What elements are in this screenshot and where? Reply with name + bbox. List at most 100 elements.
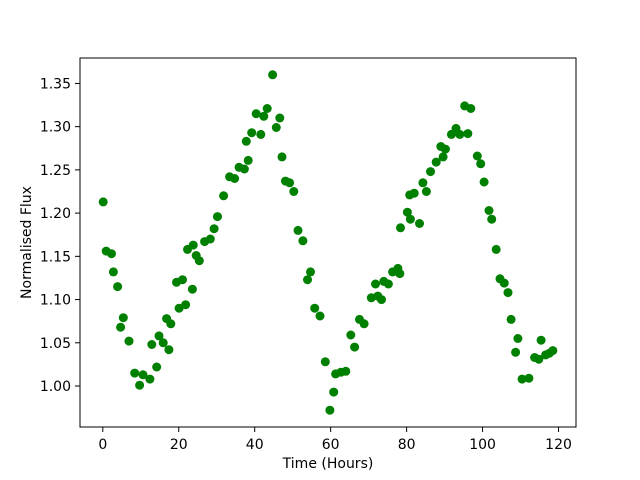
data-point bbox=[230, 174, 240, 183]
y-tick-label: 1.20 bbox=[40, 206, 71, 222]
data-points bbox=[98, 70, 558, 415]
data-point bbox=[158, 338, 168, 348]
data-point bbox=[271, 123, 281, 132]
data-point bbox=[256, 129, 266, 139]
data-point bbox=[513, 334, 523, 343]
data-point bbox=[241, 136, 251, 146]
data-point bbox=[350, 342, 360, 352]
data-point bbox=[341, 366, 351, 376]
data-point bbox=[306, 267, 315, 277]
x-tick-label: 100 bbox=[469, 437, 496, 453]
data-point bbox=[145, 374, 155, 384]
x-tick-label: 40 bbox=[246, 437, 264, 453]
data-point bbox=[181, 300, 191, 310]
data-point bbox=[503, 288, 513, 298]
data-point bbox=[147, 340, 157, 349]
y-tick-label: 1.30 bbox=[40, 120, 71, 136]
y-axis-label: Normalised Flux bbox=[19, 186, 35, 299]
data-point bbox=[329, 387, 339, 397]
data-point bbox=[359, 319, 369, 329]
data-point bbox=[405, 214, 415, 224]
y-tick-label: 1.00 bbox=[40, 379, 71, 395]
data-point bbox=[371, 279, 380, 289]
data-point bbox=[259, 111, 269, 121]
data-point bbox=[98, 197, 108, 207]
data-point bbox=[268, 70, 278, 80]
y-tick-label: 1.05 bbox=[40, 336, 71, 352]
data-point bbox=[484, 206, 494, 215]
data-point bbox=[463, 129, 473, 139]
data-point bbox=[548, 346, 558, 356]
data-point bbox=[402, 207, 412, 217]
data-point bbox=[107, 249, 116, 259]
data-point bbox=[315, 311, 325, 321]
data-point bbox=[511, 347, 521, 357]
data-point bbox=[303, 275, 312, 285]
data-point bbox=[188, 240, 198, 250]
data-point bbox=[395, 269, 405, 279]
axis-ticks: 0 20 40 60 80 100 120 1.00 1.05 1.10 1.15 1.20 1.25 1… bbox=[40, 76, 572, 453]
data-point bbox=[113, 282, 123, 292]
axes-frame bbox=[79, 57, 577, 428]
data-point bbox=[239, 164, 249, 174]
data-point bbox=[426, 167, 435, 177]
data-point bbox=[440, 144, 450, 154]
data-point bbox=[243, 155, 253, 165]
data-point bbox=[275, 113, 285, 123]
data-point bbox=[124, 336, 134, 346]
data-point bbox=[346, 330, 356, 340]
x-tick-label: 80 bbox=[398, 437, 416, 453]
data-point bbox=[534, 354, 544, 364]
data-point bbox=[166, 319, 176, 329]
data-point bbox=[499, 278, 509, 288]
data-point bbox=[213, 212, 222, 222]
data-point bbox=[377, 295, 386, 305]
x-tick-label: 0 bbox=[98, 437, 107, 453]
data-point bbox=[205, 234, 215, 244]
data-point bbox=[135, 380, 145, 390]
data-point bbox=[251, 109, 261, 119]
data-point bbox=[455, 129, 465, 139]
data-point bbox=[194, 256, 204, 266]
data-point bbox=[418, 178, 428, 188]
data-point bbox=[138, 370, 148, 380]
data-point bbox=[289, 187, 299, 196]
data-point bbox=[491, 244, 501, 254]
data-point bbox=[409, 188, 419, 198]
x-tick-label: 60 bbox=[322, 437, 340, 453]
data-point bbox=[320, 357, 330, 367]
data-point bbox=[310, 303, 320, 313]
y-tick-label: 1.10 bbox=[40, 293, 71, 309]
y-tick-label: 1.15 bbox=[40, 249, 71, 265]
data-point bbox=[187, 284, 197, 294]
data-point bbox=[277, 152, 287, 162]
data-point bbox=[438, 152, 448, 162]
x-axis-label: Time (Hours) bbox=[282, 456, 374, 472]
x-tick-label: 120 bbox=[545, 437, 572, 453]
data-point bbox=[116, 322, 126, 332]
data-point bbox=[487, 214, 497, 224]
data-point bbox=[164, 345, 174, 355]
data-point bbox=[154, 331, 164, 341]
data-point bbox=[118, 313, 128, 323]
y-tick-label: 1.35 bbox=[40, 76, 71, 92]
data-point bbox=[285, 178, 295, 188]
data-point bbox=[506, 314, 516, 324]
x-tick-label: 20 bbox=[170, 437, 188, 453]
data-point bbox=[209, 224, 219, 234]
data-point bbox=[130, 368, 140, 378]
data-point bbox=[476, 159, 486, 169]
data-point bbox=[219, 191, 229, 201]
data-point bbox=[472, 151, 482, 161]
y-tick-label: 1.25 bbox=[40, 163, 71, 179]
data-point bbox=[431, 157, 441, 167]
data-point bbox=[479, 177, 489, 187]
data-point bbox=[293, 225, 303, 235]
data-point bbox=[536, 335, 546, 345]
data-point bbox=[466, 104, 476, 113]
data-point bbox=[517, 374, 527, 384]
data-point bbox=[524, 373, 534, 383]
data-point bbox=[325, 405, 335, 415]
